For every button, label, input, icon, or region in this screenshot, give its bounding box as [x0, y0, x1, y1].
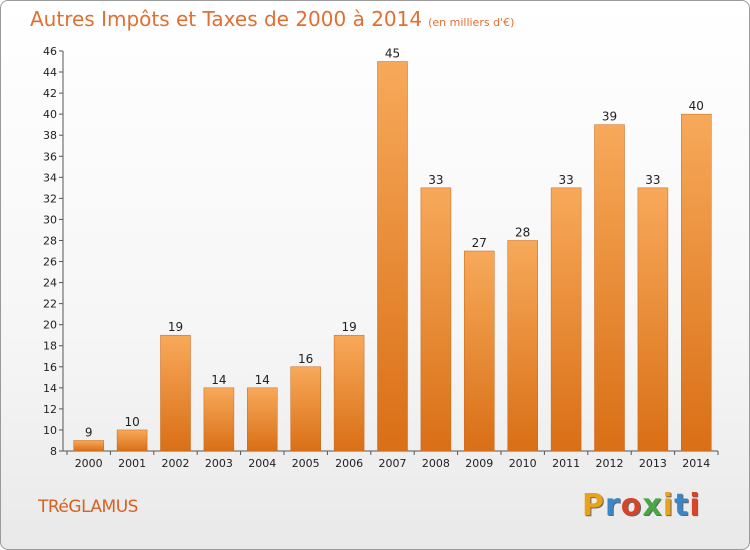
- x-tick-label-2014: 2014: [682, 457, 710, 470]
- x-tick-label-2001: 2001: [118, 457, 146, 470]
- y-tick-label: 28: [43, 234, 57, 247]
- y-tick-label: 22: [43, 298, 57, 311]
- y-tick-label: 36: [43, 150, 57, 163]
- logo-letter: i: [662, 488, 675, 523]
- x-tick-label-2013: 2013: [639, 457, 667, 470]
- logo-letter: x: [642, 488, 663, 523]
- chart-subtitle: (en milliers d'€): [428, 16, 515, 29]
- x-tick-label-2005: 2005: [292, 457, 320, 470]
- logo-letter: P: [582, 488, 605, 523]
- x-tick-label-2000: 2000: [75, 457, 103, 470]
- x-tick-label-2011: 2011: [552, 457, 580, 470]
- x-tick-label-2010: 2010: [509, 457, 537, 470]
- y-tick-label: 14: [43, 382, 57, 395]
- x-tick-label-2007: 2007: [379, 457, 407, 470]
- chart-title-text: Autres Impôts et Taxes de 2000 à 2014: [30, 7, 423, 31]
- value-label-2007: 45: [385, 47, 400, 61]
- x-tick-label-2008: 2008: [422, 457, 450, 470]
- x-tick-label-2003: 2003: [205, 457, 233, 470]
- logo-letter: o: [620, 488, 643, 523]
- chart-bars: [73, 61, 712, 452]
- value-label-2012: 39: [602, 110, 617, 124]
- bar-2001[interactable]: [116, 429, 148, 452]
- value-label-2002: 19: [168, 320, 183, 334]
- chart-title: Autres Impôts et Taxes de 2000 à 2014 (en…: [30, 7, 514, 31]
- bar-2005[interactable]: [290, 366, 321, 452]
- logo-letter: r: [605, 488, 621, 523]
- chart-axes: 8 10 12 14 16 18 20 22 24 26 28 30 32 34 36 38 40 42 44 46: [43, 45, 719, 458]
- value-label-2003: 14: [211, 373, 226, 387]
- x-tick-label-2006: 2006: [335, 457, 363, 470]
- y-tick-label: 26: [43, 256, 57, 269]
- y-tick-label: 30: [43, 213, 57, 226]
- y-tick-label: 42: [43, 87, 57, 100]
- y-tick-label: 44: [43, 66, 57, 79]
- logo-letter: t: [674, 488, 690, 523]
- bar-2011[interactable]: [550, 187, 582, 452]
- y-tick-label: 32: [43, 192, 57, 205]
- x-tick-label-2012: 2012: [596, 457, 624, 470]
- y-tick-label: 34: [43, 171, 57, 184]
- value-label-2005: 16: [298, 352, 313, 366]
- y-tick-label: 12: [43, 403, 57, 416]
- y-tick-label: 40: [43, 108, 57, 121]
- bar-2004[interactable]: [247, 387, 278, 452]
- bar-2006[interactable]: [333, 334, 365, 452]
- value-label-2009: 27: [472, 236, 487, 250]
- y-tick-label: 24: [43, 277, 57, 290]
- value-label-2014: 40: [689, 99, 704, 113]
- bar-2007[interactable]: [377, 61, 408, 452]
- value-label-2004: 14: [255, 373, 270, 387]
- chart-labels: 9 2000 10 2001 19 2002 14 2003 14 2004 16 2005 19 200…: [75, 47, 711, 470]
- y-tick-label: 46: [43, 45, 57, 58]
- bar-2000[interactable]: [73, 440, 104, 452]
- bar-2014[interactable]: [681, 113, 712, 452]
- y-tick-label: 8: [50, 445, 57, 458]
- bar-2012[interactable]: [594, 124, 625, 452]
- proxiti-logo[interactable]: Proxiti: [582, 488, 701, 523]
- value-label-2010: 28: [515, 225, 530, 239]
- bar-2008[interactable]: [420, 187, 452, 452]
- value-label-2000: 9: [85, 425, 93, 439]
- value-label-2013: 33: [645, 173, 660, 187]
- y-tick-label: 20: [43, 319, 57, 332]
- value-label-2008: 33: [428, 173, 443, 187]
- value-label-2001: 10: [124, 415, 139, 429]
- bar-2002[interactable]: [160, 334, 191, 452]
- y-tick-label: 38: [43, 129, 57, 142]
- x-tick-label-2004: 2004: [248, 457, 276, 470]
- bar-2010[interactable]: [507, 240, 538, 452]
- y-tick-label: 10: [43, 424, 57, 437]
- y-tick-label: 18: [43, 340, 57, 353]
- logo-letter: i: [689, 488, 701, 523]
- value-label-2011: 33: [558, 173, 573, 187]
- bar-2003[interactable]: [203, 387, 235, 452]
- y-tick-label: 16: [43, 361, 57, 374]
- value-label-2006: 19: [341, 320, 356, 334]
- x-tick-label-2009: 2009: [465, 457, 493, 470]
- x-tick-label-2002: 2002: [162, 457, 190, 470]
- bar-2013[interactable]: [637, 187, 669, 452]
- commune-name: TRéGLAMUS: [38, 497, 138, 517]
- bar-2009[interactable]: [464, 250, 495, 452]
